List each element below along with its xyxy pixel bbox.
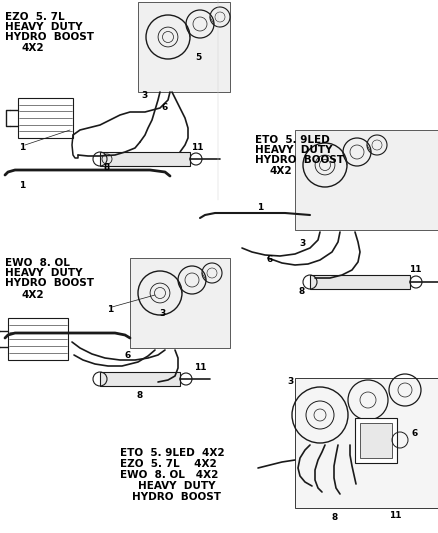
Bar xyxy=(295,130,438,230)
Text: HYDRO  BOOST: HYDRO BOOST xyxy=(5,278,94,288)
Text: HYDRO  BOOST: HYDRO BOOST xyxy=(255,155,344,165)
Text: 3: 3 xyxy=(287,377,293,386)
Bar xyxy=(138,2,230,92)
Text: HEAVY  DUTY: HEAVY DUTY xyxy=(5,22,82,32)
Text: 8: 8 xyxy=(137,391,143,400)
Bar xyxy=(360,423,392,458)
Text: 1: 1 xyxy=(19,181,25,190)
Bar xyxy=(355,418,397,463)
Text: 3: 3 xyxy=(142,91,148,100)
Text: 5: 5 xyxy=(195,52,201,61)
Text: 11: 11 xyxy=(389,511,401,520)
Text: 11: 11 xyxy=(194,364,206,373)
Text: 11: 11 xyxy=(191,143,203,152)
Text: 1: 1 xyxy=(19,143,25,152)
Text: 1: 1 xyxy=(257,204,263,213)
Text: 6: 6 xyxy=(412,429,418,438)
Text: 6: 6 xyxy=(125,351,131,359)
Bar xyxy=(8,318,68,360)
Text: HEAVY  DUTY: HEAVY DUTY xyxy=(5,268,82,278)
Text: 8: 8 xyxy=(332,513,338,522)
Bar xyxy=(100,152,190,166)
Bar xyxy=(310,275,410,289)
Text: 6: 6 xyxy=(162,103,168,112)
Text: EWO  8. OL: EWO 8. OL xyxy=(5,258,70,268)
Text: EZO  5. 7L: EZO 5. 7L xyxy=(5,12,65,22)
Text: 8: 8 xyxy=(299,287,305,296)
Text: HYDRO  BOOST: HYDRO BOOST xyxy=(132,492,221,502)
Text: ETO  5. 9LED: ETO 5. 9LED xyxy=(255,135,330,145)
Text: 4X2: 4X2 xyxy=(22,43,45,53)
Text: 1: 1 xyxy=(107,305,113,314)
Bar xyxy=(18,98,73,138)
Text: HEAVY  DUTY: HEAVY DUTY xyxy=(138,481,215,491)
Bar xyxy=(130,258,230,348)
Text: ETO  5. 9LED  4X2: ETO 5. 9LED 4X2 xyxy=(120,448,225,458)
Text: 4X2: 4X2 xyxy=(270,166,293,176)
Text: 4X2: 4X2 xyxy=(22,290,45,300)
Text: 3: 3 xyxy=(299,239,305,248)
Text: EZO  5. 7L    4X2: EZO 5. 7L 4X2 xyxy=(120,459,217,469)
Text: 8: 8 xyxy=(104,164,110,173)
Text: EWO  8. OL   4X2: EWO 8. OL 4X2 xyxy=(120,470,219,480)
Text: 3: 3 xyxy=(159,310,165,319)
Text: 11: 11 xyxy=(409,265,421,274)
Bar xyxy=(295,378,438,508)
Text: 6: 6 xyxy=(267,255,273,264)
Text: HYDRO  BOOST: HYDRO BOOST xyxy=(5,32,94,42)
Text: HEAVY  DUTY: HEAVY DUTY xyxy=(255,145,332,155)
Bar xyxy=(100,372,180,386)
